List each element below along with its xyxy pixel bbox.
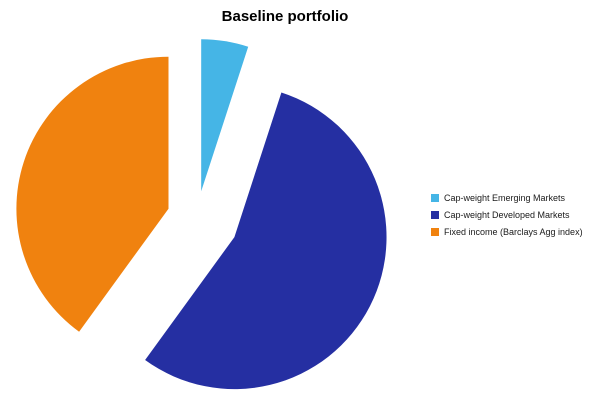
legend: Cap-weight Emerging Markets Cap-weight D… <box>431 193 583 237</box>
pie-slice-2 <box>16 56 169 332</box>
legend-item-fixed-income: Fixed income (Barclays Agg index) <box>431 227 583 237</box>
legend-swatch-developed-markets-icon <box>431 211 439 219</box>
legend-item-developed-markets: Cap-weight Developed Markets <box>431 210 583 220</box>
legend-item-emerging-markets: Cap-weight Emerging Markets <box>431 193 583 203</box>
legend-label-developed-markets: Cap-weight Developed Markets <box>444 210 570 220</box>
pie-slice-0 <box>201 39 249 192</box>
legend-swatch-fixed-income-icon <box>431 228 439 236</box>
legend-label-fixed-income: Fixed income (Barclays Agg index) <box>444 227 583 237</box>
pie-slice-1 <box>145 92 387 390</box>
legend-swatch-emerging-markets-icon <box>431 194 439 202</box>
chart-title: Baseline portfolio <box>221 8 349 25</box>
legend-label-emerging-markets: Cap-weight Emerging Markets <box>444 193 566 203</box>
